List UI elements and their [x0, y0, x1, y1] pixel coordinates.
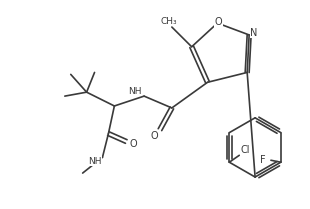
Text: N: N [250, 28, 258, 38]
Text: F: F [260, 155, 266, 165]
Text: NH: NH [88, 157, 101, 166]
Text: NH: NH [128, 87, 142, 96]
Text: O: O [215, 17, 222, 27]
Text: Cl: Cl [241, 145, 250, 155]
Text: CH₃: CH₃ [161, 17, 177, 26]
Text: O: O [129, 139, 137, 149]
Text: O: O [150, 131, 158, 141]
